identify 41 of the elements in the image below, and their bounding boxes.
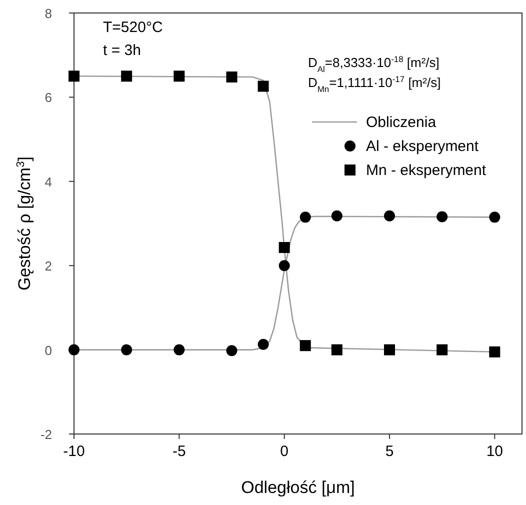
y-tick-label: 4 xyxy=(44,174,52,190)
legend-label: Obliczenia xyxy=(366,114,437,131)
x-tick-label: -5 xyxy=(172,443,186,460)
point xyxy=(174,70,185,82)
x-tick-label: 10 xyxy=(486,443,503,460)
y-tick-label: -2 xyxy=(40,427,52,442)
x-axis-title: Odległość [μm] xyxy=(241,478,355,497)
point xyxy=(300,212,311,223)
point xyxy=(174,344,185,356)
point xyxy=(121,70,132,82)
point xyxy=(226,71,238,82)
point xyxy=(384,210,395,222)
point xyxy=(226,345,238,356)
x-tick-label: -10 xyxy=(63,443,85,460)
x-tick-label: 5 xyxy=(385,443,394,460)
point xyxy=(278,260,290,272)
y-tick-label: 6 xyxy=(44,90,52,106)
point xyxy=(489,346,500,358)
y-tick-label: 2 xyxy=(44,258,52,274)
annotation: D$_{Mn}$=1,1111·10$^{-17}$ [m²/s] xyxy=(308,74,441,94)
point xyxy=(331,344,342,356)
point xyxy=(258,80,269,92)
point xyxy=(68,70,80,82)
point xyxy=(121,344,132,356)
point xyxy=(68,344,80,356)
point xyxy=(278,242,290,253)
annotation: D$_{Al}$=8,3333·10$^{-18}$ [m²/s] xyxy=(308,54,440,74)
y-tick-label: 8 xyxy=(44,6,52,21)
point xyxy=(300,340,311,352)
point xyxy=(489,212,500,223)
annotation: t = 3h xyxy=(103,42,141,59)
point xyxy=(258,338,269,350)
annotation: T=520°C xyxy=(103,19,163,36)
point xyxy=(384,344,395,356)
legend-label: Mn - eksperyment xyxy=(366,162,487,179)
y-tick-label: 0 xyxy=(44,342,52,358)
point xyxy=(436,211,448,222)
point xyxy=(436,344,448,356)
legend-label: Al - eksperyment xyxy=(366,138,480,155)
x-tick-label: 0 xyxy=(280,443,288,460)
point xyxy=(331,210,342,222)
